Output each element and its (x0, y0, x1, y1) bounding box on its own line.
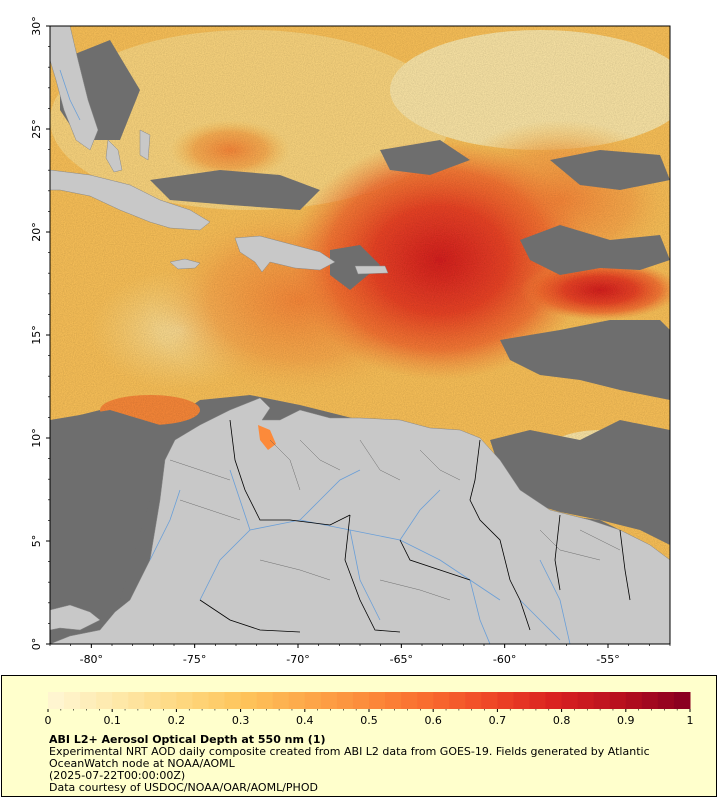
colorbar-swatch (609, 692, 627, 709)
lat-tick-label: 5° (30, 535, 43, 548)
puerto-rico (354, 265, 389, 275)
colorbar-swatch (256, 692, 274, 709)
map-layers (50, 26, 670, 644)
legend-panel: 0 0.1 0.2 0.3 0.4 0.5 0.6 0.7 0.8 0.9 1 ABI L2+ Ae… (1, 675, 717, 797)
lat-tick-label: 30° (30, 16, 43, 36)
colorbar-tick-label: 0 (45, 714, 52, 727)
colorbar-swatch (352, 692, 370, 709)
latitude-axis: 0° 5° 10° 15° 20° 25° 30° (30, 16, 50, 650)
colorbar-swatch (272, 692, 290, 709)
colorbar-swatch (288, 692, 306, 709)
colorbar-swatch (240, 692, 258, 709)
florida (50, 26, 99, 151)
colorbar-swatch (577, 692, 595, 709)
lat-tick-label: 15° (30, 325, 43, 345)
lat-tick-label: 10° (30, 428, 43, 448)
colorbar-tick-label: 0.7 (489, 714, 507, 727)
colorbar-swatch (449, 692, 466, 709)
colorbar-swatch (529, 692, 547, 709)
colorbar-swatch (593, 692, 611, 709)
colorbar-swatch (192, 692, 209, 709)
colorbar-swatch (80, 692, 97, 709)
borders (199, 419, 631, 633)
colorbar-tick-label: 0.4 (296, 714, 314, 727)
colorbar-swatch (657, 692, 675, 709)
colorbar-tick-label: 0.2 (168, 714, 186, 727)
colorbar-swatch (673, 692, 691, 709)
colorbar-swatch (112, 692, 129, 709)
lon-tick-label: -60° (493, 653, 516, 666)
lon-tick-label: -80° (80, 653, 103, 666)
rivers (59, 69, 571, 644)
lon-tick-label: -55° (596, 653, 619, 666)
colorbar-swatch (641, 692, 659, 709)
colorbar-swatch (96, 692, 113, 709)
colorbar-swatch (513, 692, 530, 709)
colorbar-tick-label: 0.6 (424, 714, 442, 727)
lat-tick-label: 25° (30, 119, 43, 139)
lake-maracaibo (258, 425, 276, 450)
colorbar-swatch (224, 692, 242, 709)
colorbar-tick-label: 0.8 (553, 714, 571, 727)
lon-tick-label: -70° (286, 653, 309, 666)
colorbar-tick-label: 0.3 (232, 714, 250, 727)
colorbar-swatch (481, 692, 498, 709)
colorbar-swatch (128, 692, 145, 709)
colorbar-swatch (497, 692, 514, 709)
colorbar-swatch (561, 692, 579, 709)
panama (50, 604, 101, 631)
internal-borders (169, 439, 621, 601)
no-data-patches (50, 40, 670, 644)
jamaica (169, 258, 201, 270)
colorbar-tick-label: 1 (687, 714, 694, 727)
colorbar-tick-label: 0.5 (360, 714, 378, 727)
legend-description: Experimental NRT AOD daily composite cre… (49, 745, 650, 770)
colorbar-swatches (48, 692, 691, 709)
colorbar-swatch (417, 692, 434, 709)
lon-tick-label: -65° (390, 653, 413, 666)
aod-map: 0° 5° 10° 15° 20° 25° 30° -80° -75° -70° -65° -60°… (30, 16, 671, 666)
colorbar-swatch (320, 692, 338, 709)
colorbar-tick-label: 0.1 (103, 714, 121, 727)
colorbar-swatch (465, 692, 482, 709)
colorbar-swatch (208, 692, 226, 709)
legend-title: ABI L2+ Aerosol Optical Depth at 550 nm … (49, 733, 326, 746)
colorbar-tick-label: 0.9 (617, 714, 635, 727)
legend-credit: Data courtesy of USDOC/NOAA/OAR/AOML/PHO… (49, 781, 318, 794)
cuba (50, 169, 211, 231)
colorbar-swatch (64, 692, 81, 709)
hispaniola (234, 235, 336, 273)
colorbar-swatch (433, 692, 450, 709)
lon-tick-label: -75° (183, 653, 206, 666)
colorbar: 0 0.1 0.2 0.3 0.4 0.5 0.6 0.7 0.8 0.9 1 (45, 692, 694, 727)
colorbar-swatch (385, 692, 402, 709)
colorbar-swatch (160, 692, 177, 709)
longitude-axis: -80° -75° -70° -65° -60° -55° (49, 644, 671, 666)
colorbar-swatch (369, 692, 386, 709)
colorbar-swatch (176, 692, 193, 709)
colorbar-swatch (545, 692, 563, 709)
colorbar-swatch (625, 692, 643, 709)
colorbar-swatch (144, 692, 161, 709)
land (50, 26, 670, 644)
lat-tick-label: 0° (30, 638, 43, 651)
lat-tick-label: 20° (30, 222, 43, 242)
colorbar-swatch (304, 692, 322, 709)
legend-date: (2025-07-22T00:00:00Z) (49, 769, 186, 782)
colorbar-ticks: 0 0.1 0.2 0.3 0.4 0.5 0.6 0.7 0.8 0.9 1 (45, 709, 694, 727)
colorbar-swatch (336, 692, 354, 709)
colorbar-swatch (48, 692, 65, 709)
colorbar-swatch (401, 692, 418, 709)
legend-text: ABI L2+ Aerosol Optical Depth at 550 nm … (49, 734, 709, 794)
